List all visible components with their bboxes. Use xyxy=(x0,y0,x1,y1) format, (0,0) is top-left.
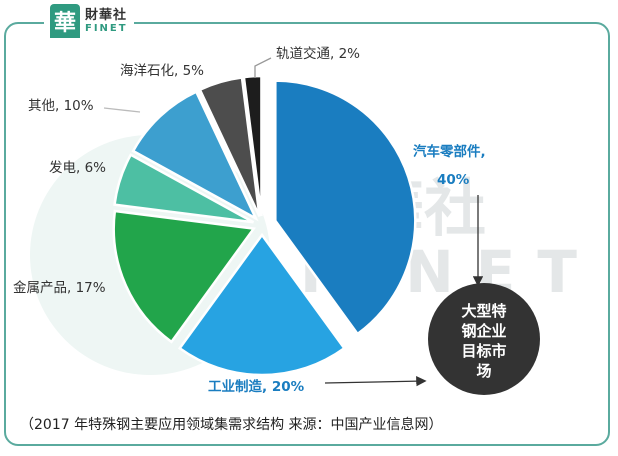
label-industrial: 工业制造, 20% xyxy=(208,378,305,395)
logo-en: FINET xyxy=(85,22,128,34)
slice-labels: 汽车零部件, 40% 工业制造, 20% 金属产品, 17% 发电, 6% 其他… xyxy=(13,45,486,395)
label-metal: 金属产品, 17% xyxy=(13,280,106,296)
leader-other xyxy=(103,107,141,113)
callout-line1: 大型特 xyxy=(461,302,506,320)
pie-slice-5 xyxy=(198,76,261,217)
leader-lines xyxy=(103,57,484,387)
callout-line2: 钢企业 xyxy=(461,322,506,340)
label-auto-parts: 汽车零部件, xyxy=(413,143,486,160)
target-market-callout: 大型特 钢企业 目标市 场 xyxy=(428,283,540,395)
pie-slice-6 xyxy=(242,74,263,217)
pie-slice-4 xyxy=(131,90,259,222)
logo-text: 財華社 FINET xyxy=(85,9,128,34)
leader-rail xyxy=(254,57,272,78)
label-rail: 轨道交通, 2% xyxy=(276,45,360,62)
arrow-industrial-to-target xyxy=(324,375,427,387)
callout-line3: 目标市 xyxy=(461,342,506,360)
logo-cn: 財華社 xyxy=(85,7,128,23)
pie-slice-2 xyxy=(112,209,256,344)
pie-slices xyxy=(112,74,417,377)
label-power: 发电, 6% xyxy=(49,160,106,176)
source-footnote: （2017 年特殊钢主要应用领域集需求结构 来源：中国产业信息网） xyxy=(20,417,443,433)
pie-slice-0 xyxy=(274,79,417,336)
pie-slice-3 xyxy=(113,153,255,224)
pie-slice-1 xyxy=(177,232,347,377)
callout-circle xyxy=(428,283,540,395)
label-other: 其他, 10% xyxy=(28,98,94,114)
logo-mark: 華 xyxy=(50,4,80,38)
label-auto-parts-pct: 40% xyxy=(437,172,470,188)
callout-line4: 场 xyxy=(476,362,491,380)
finet-logo: 華 財華社 FINET xyxy=(44,4,134,38)
label-marine: 海洋石化, 5% xyxy=(120,63,204,79)
